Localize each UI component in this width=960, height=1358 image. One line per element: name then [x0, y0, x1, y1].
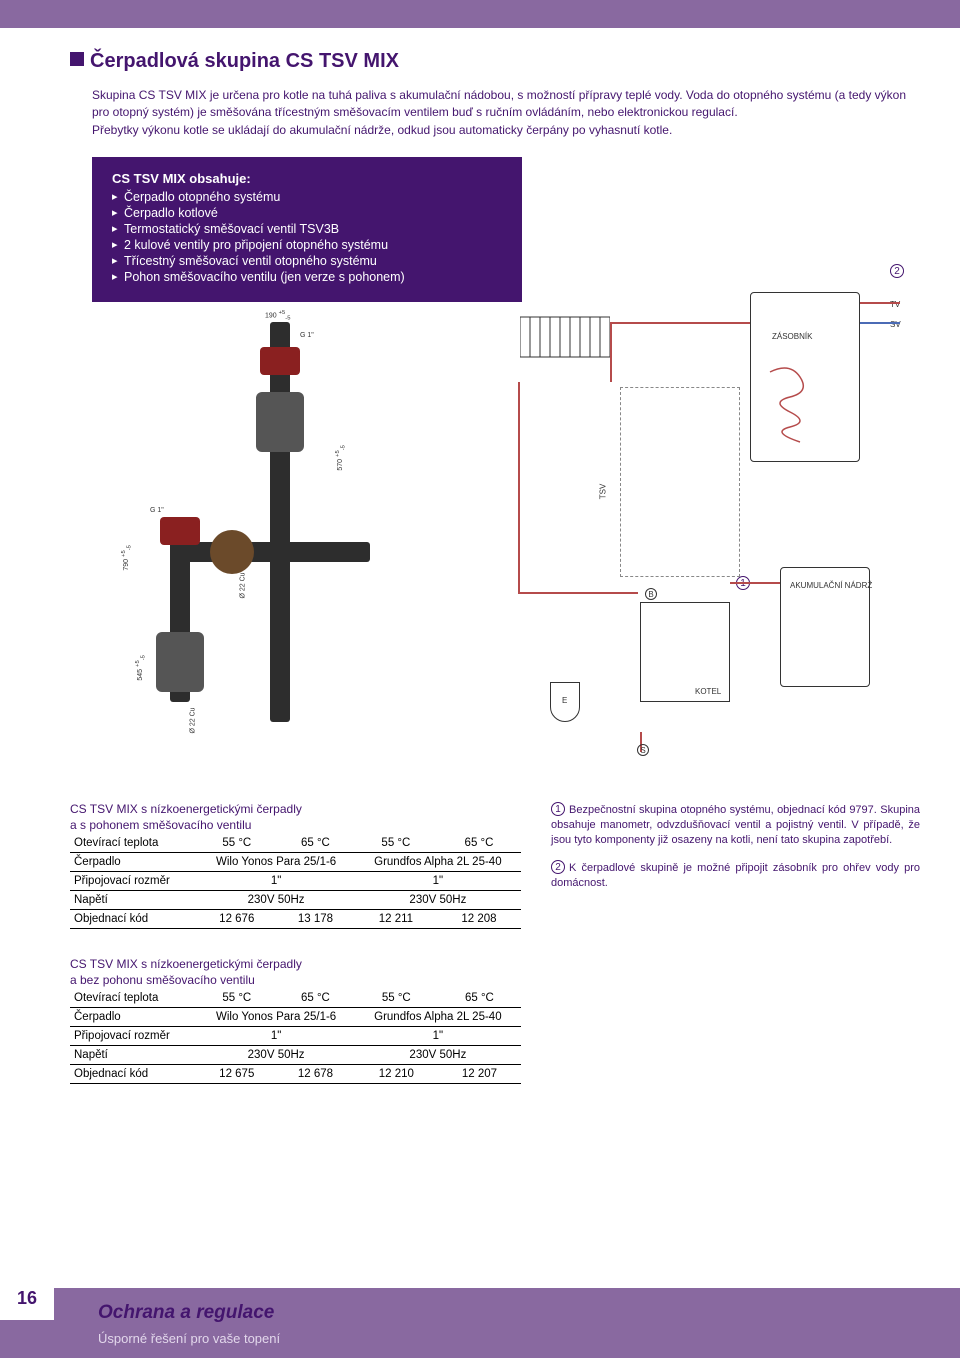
- table-row: Otevírací teplota 55 °C 65 °C 55 °C 65 °…: [70, 989, 521, 1008]
- table2-title-l1: CS TSV MIX s nízkoenergetickými čerpadly: [70, 957, 521, 971]
- pump-group-outline: [620, 387, 740, 577]
- feature-item: Čerpadlo otopného systému: [112, 190, 504, 204]
- note2-text: K čerpadlové skupině je možné připojit z…: [551, 862, 920, 889]
- valve-left: [160, 517, 200, 545]
- notes-col: 1Bezpečnostní skupina otopného systému, …: [551, 802, 920, 1112]
- dim-g1-1: G 1": [300, 332, 314, 339]
- table-row: Otevírací teplota 55 °C 65 °C 55 °C 65 °…: [70, 834, 521, 853]
- table2: Otevírací teplota 55 °C 65 °C 55 °C 65 °…: [70, 989, 521, 1084]
- label-e: E: [562, 696, 567, 705]
- table-row: Napětí 230V 50Hz 230V 50Hz: [70, 1046, 521, 1065]
- node-b: B: [645, 588, 657, 600]
- dim-g1-2: G 1": [150, 507, 164, 514]
- circle-2: 2: [890, 262, 908, 280]
- label-kotel: KOTEL: [695, 687, 721, 696]
- table2-title-l2: a bez pohonu směšovacího ventilu: [70, 973, 521, 987]
- pipe-horizontal: [170, 542, 370, 562]
- dim-pipe-2: Ø 22 Cu: [190, 708, 197, 734]
- page-number: 16: [0, 1276, 54, 1320]
- coil-icon: [760, 362, 850, 452]
- line: [610, 322, 612, 382]
- diagram-row: 190 +5-5 570 +5-5 790 +5-5 545 +5-5 Ø 22…: [70, 292, 920, 772]
- table1: Otevírací teplota 55 °C 65 °C 55 °C 65 °…: [70, 834, 521, 929]
- feature-item: Třícestný směšovací ventil otopného syst…: [112, 254, 504, 268]
- product-drawing: 190 +5-5 570 +5-5 790 +5-5 545 +5-5 Ø 22…: [110, 292, 490, 752]
- pipe-vertical: [270, 322, 290, 722]
- pump-top: [260, 347, 300, 375]
- table-row: Objednací kód 12 676 13 178 12 211 12 20…: [70, 910, 521, 929]
- table-row: Napětí 230V 50Hz 230V 50Hz: [70, 891, 521, 910]
- title-square-icon: [70, 52, 84, 66]
- tables-col: CS TSV MIX s nízkoenergetickými čerpadly…: [70, 802, 521, 1112]
- table-row: Připojovací rozměr 1" 1": [70, 872, 521, 891]
- radiator-icon: [520, 312, 610, 362]
- line: [730, 582, 780, 584]
- pump-motor-2: [156, 632, 204, 692]
- line: [518, 382, 520, 592]
- table-row: Připojovací rozměr 1" 1": [70, 1027, 521, 1046]
- dim-790: 790 +5-5: [121, 545, 133, 570]
- page: Čerpadlová skupina CS TSV MIX Skupina CS…: [0, 0, 960, 1358]
- note1-text: Bezpečnostní skupina otopného systému, o…: [551, 804, 920, 846]
- footer-title: Ochrana a regulace: [98, 1302, 274, 1324]
- dim-570: 570 +5-5: [335, 445, 347, 470]
- dim-pipe-1: Ø 22 Cu: [240, 573, 247, 599]
- node-s: S: [637, 744, 649, 756]
- label-tsv: TSV: [598, 484, 607, 500]
- dim-545: 545 +5-5: [135, 655, 147, 680]
- feature-item: Pohon směšovacího ventilu (jen verze s p…: [112, 270, 504, 284]
- intro-p2: Přebytky výkonu kotle se ukládají do aku…: [92, 122, 912, 139]
- feature-item: 2 kulové ventily pro připojení otopného …: [112, 238, 504, 252]
- top-bar: [0, 0, 960, 28]
- feature-box: CS TSV MIX obsahuje: Čerpadlo otopného s…: [92, 157, 522, 302]
- table-row: Čerpadlo Wilo Yonos Para 25/1-6 Grundfos…: [70, 1008, 521, 1027]
- feature-item: Termostatický směšovací ventil TSV3B: [112, 222, 504, 236]
- line: [860, 322, 900, 324]
- line: [860, 302, 900, 304]
- intro-text: Skupina CS TSV MIX je určena pro kotle n…: [92, 87, 912, 139]
- table-row: Čerpadlo Wilo Yonos Para 25/1-6 Grundfos…: [70, 853, 521, 872]
- intro-p1: Skupina CS TSV MIX je určena pro kotle n…: [92, 87, 912, 122]
- footer-subtitle: Úsporné řešení pro vaše topení: [98, 1331, 280, 1346]
- section-title: Čerpadlová skupina CS TSV MIX: [70, 50, 920, 73]
- note-1: 1Bezpečnostní skupina otopného systému, …: [551, 802, 920, 848]
- section-title-text: Čerpadlová skupina CS TSV MIX: [90, 50, 399, 72]
- line: [610, 322, 750, 324]
- schematic-diagram: ZÁSOBNÍK AKUMULAČNÍ NÁDRŽ KOTEL: [500, 292, 920, 772]
- feature-box-title: CS TSV MIX obsahuje:: [112, 171, 504, 186]
- mixing-valve: [210, 530, 254, 574]
- bottom-section: CS TSV MIX s nízkoenergetickými čerpadly…: [70, 802, 920, 1112]
- feature-item: Čerpadlo kotlové: [112, 206, 504, 220]
- line: [518, 592, 638, 594]
- pump-motor-1: [256, 392, 304, 452]
- feature-list: Čerpadlo otopného systému Čerpadlo kotlo…: [112, 190, 504, 284]
- label-akum: AKUMULAČNÍ NÁDRŽ: [790, 582, 872, 591]
- note2-label: 2: [551, 860, 565, 874]
- table1-title-l1: CS TSV MIX s nízkoenergetickými čerpadly: [70, 802, 521, 816]
- label-zasobnik: ZÁSOBNÍK: [772, 332, 812, 341]
- table1-title-l2: a s pohonem směšovacího ventilu: [70, 818, 521, 832]
- table-row: Objednací kód 12 675 12 678 12 210 12 20…: [70, 1065, 521, 1084]
- note-2: 2K čerpadlové skupině je možné připojit …: [551, 860, 920, 891]
- note1-label: 1: [551, 802, 565, 816]
- dim-190: 190 +5-5: [265, 310, 290, 322]
